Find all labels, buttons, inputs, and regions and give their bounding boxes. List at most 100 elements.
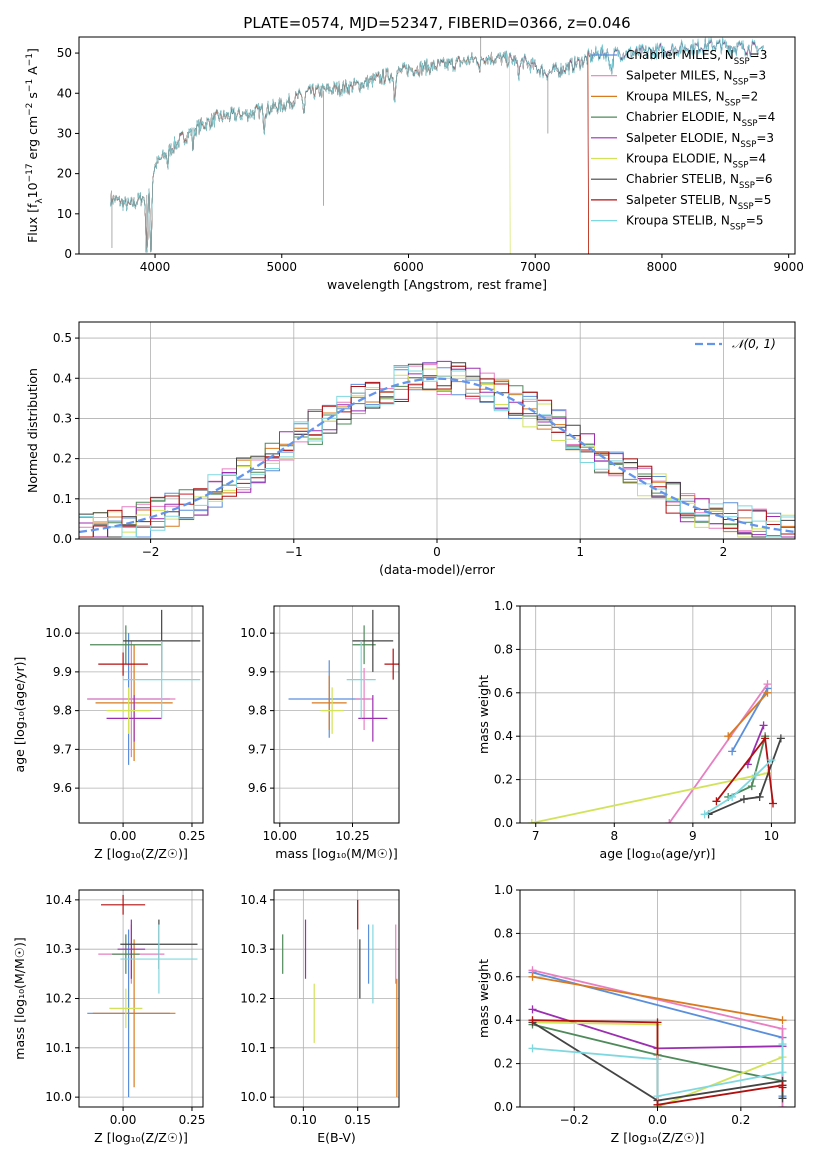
weight-marker (728, 792, 737, 801)
x-tick-label: 0.00 (110, 829, 137, 843)
legend-sub: SSP (742, 119, 758, 129)
y-tick-label: 0.0 (494, 816, 513, 830)
y-tick-label: 0.0 (53, 532, 72, 546)
errorbar-kroupa-stelib (120, 924, 198, 994)
errorbar-chabrier-elodie (90, 625, 162, 665)
errorbar-salpeter-miles (87, 640, 176, 758)
weight-marker (761, 734, 770, 743)
weight-marker (769, 799, 777, 808)
legend-name: Salpeter MILES, N (626, 69, 733, 83)
legend-sub: SSP (733, 161, 749, 171)
plot-area-spectrum (110, 37, 764, 254)
x-tick-label: 10.00 (263, 829, 297, 843)
errorbar-kroupa-miles (92, 939, 176, 1088)
legend-name: Salpeter ELODIE, N (626, 131, 740, 145)
y-tick-label: 9.7 (248, 742, 267, 756)
x-axis-label: age [log₁₀(age/yr)] (600, 846, 716, 861)
y-label-part: erg cm (25, 116, 40, 164)
y-tick-label: 10 (57, 207, 72, 221)
y-tick-label: 10.2 (240, 992, 267, 1006)
weight-marker (528, 1016, 537, 1025)
x-axis-label: mass [log₁₀(M/M☉)] (275, 846, 397, 861)
legend-sub: SSP (739, 181, 755, 191)
weight-marker (778, 1040, 787, 1049)
x-tick-label: 10.25 (335, 829, 369, 843)
errorbar-kroupa-elodie (106, 687, 151, 734)
errorbar-kroupa-stelib (123, 640, 201, 719)
weight-marker (759, 721, 768, 730)
weight-marker (527, 819, 536, 823)
y-label-part: −1 (25, 53, 35, 66)
x-tick-label: 0.15 (344, 1113, 371, 1127)
y-tick-label: 0.2 (494, 773, 513, 787)
weight-marker (700, 810, 709, 819)
x-axis-label: Z [log₁₀(Z/Z☉)] (94, 1130, 188, 1145)
weight-line-kroupa-miles (727, 692, 769, 737)
x-tick-label: 7 (532, 829, 540, 843)
errorbar-salpeter-stelib (384, 648, 399, 680)
legend-nssp: =5 (746, 214, 764, 228)
x-tick-label: 6000 (393, 260, 424, 274)
legend-sub: SSP (725, 98, 741, 108)
weight-marker (653, 1100, 662, 1107)
panel-age-vs-mass: 10.00 10.25 9.6 9.7 9.8 9.9 10.0 mass [log₁₀(M/… (240, 605, 400, 861)
x-tick-label: 8 (610, 829, 618, 843)
weight-marker (778, 1094, 787, 1103)
legend-name: Kroupa ELODIE, N (626, 152, 733, 166)
legend-nssp: =3 (756, 131, 774, 145)
weight-marker (747, 782, 756, 791)
y-tick-label: 9.9 (248, 665, 267, 679)
x-tick-label: 0.10 (290, 1113, 317, 1127)
y-axis-label: mass weight (476, 959, 491, 1038)
legend-entry: Chabrier ELODIE, NSSP=4 (626, 110, 775, 129)
weight-marker (724, 732, 733, 741)
errorbar-salpeter-stelib (98, 652, 148, 676)
x-axis-label: (data-model)/error (379, 562, 496, 577)
y-tick-label: 9.6 (53, 781, 72, 795)
weight-marker (778, 1024, 787, 1033)
weight-marker (665, 819, 674, 823)
y-label-part: −1 (25, 79, 35, 92)
y-label-part: A (25, 66, 40, 79)
y-tick-label: 0.2 (494, 1057, 513, 1071)
legend-nssp: =3 (750, 48, 768, 62)
legend-nssp: =4 (748, 152, 766, 166)
weight-marker (653, 1055, 662, 1064)
legend-name: Chabrier ELODIE, N (626, 110, 742, 124)
y-tick-label: 10.0 (45, 1090, 72, 1104)
weight-marker (653, 1092, 662, 1101)
y-tick-label: 1.0 (494, 883, 513, 897)
legend-nssp: =3 (748, 69, 766, 83)
plot-area-weight-vs-age (527, 680, 785, 823)
x-tick-label: 1 (576, 545, 584, 559)
y-tick-label: 10.1 (240, 1041, 267, 1055)
y-axis-label: age [log₁₀(age/yr)] (12, 657, 27, 773)
x-tick-label: 0.0 (648, 1113, 667, 1127)
panel-weight-vs-age: 7 8 9 10 0.0 0.2 0.4 0.6 0.8 1.0 age [log₁₀(age/yr… (476, 599, 796, 861)
axes-frame (273, 605, 400, 824)
plot-area-mass-vs-Z (87, 894, 198, 1098)
errorbar-kroupa-stelib (346, 640, 376, 719)
y-tick-label: 0.3 (53, 411, 72, 425)
x-tick-label: 5000 (266, 260, 297, 274)
weight-marker (767, 756, 776, 765)
legend-entry: Chabrier STELIB, NSSP=6 (626, 172, 773, 191)
weight-marker (763, 680, 772, 689)
y-label-part: λ (35, 198, 45, 204)
weight-line-kroupa-miles (532, 975, 783, 1022)
x-tick-label: 0 (433, 545, 441, 559)
weight-marker (778, 1068, 787, 1077)
y-label-part: s (25, 92, 40, 103)
y-tick-label: 10.2 (45, 992, 72, 1006)
legend-entry: Salpeter STELIB, NSSP=5 (626, 193, 771, 212)
y-tick-label: 10.4 (240, 893, 267, 907)
y-tick-label: 0.4 (494, 729, 513, 743)
y-tick-label: 0.8 (494, 642, 513, 656)
y-tick-label: 9.7 (53, 742, 72, 756)
weight-marker (728, 747, 737, 756)
weight-marker (528, 1005, 537, 1014)
y-label-part: 10 (25, 182, 40, 198)
legend-entry: Salpeter MILES, NSSP=3 (626, 69, 766, 88)
legend-nssp: =5 (754, 193, 772, 207)
